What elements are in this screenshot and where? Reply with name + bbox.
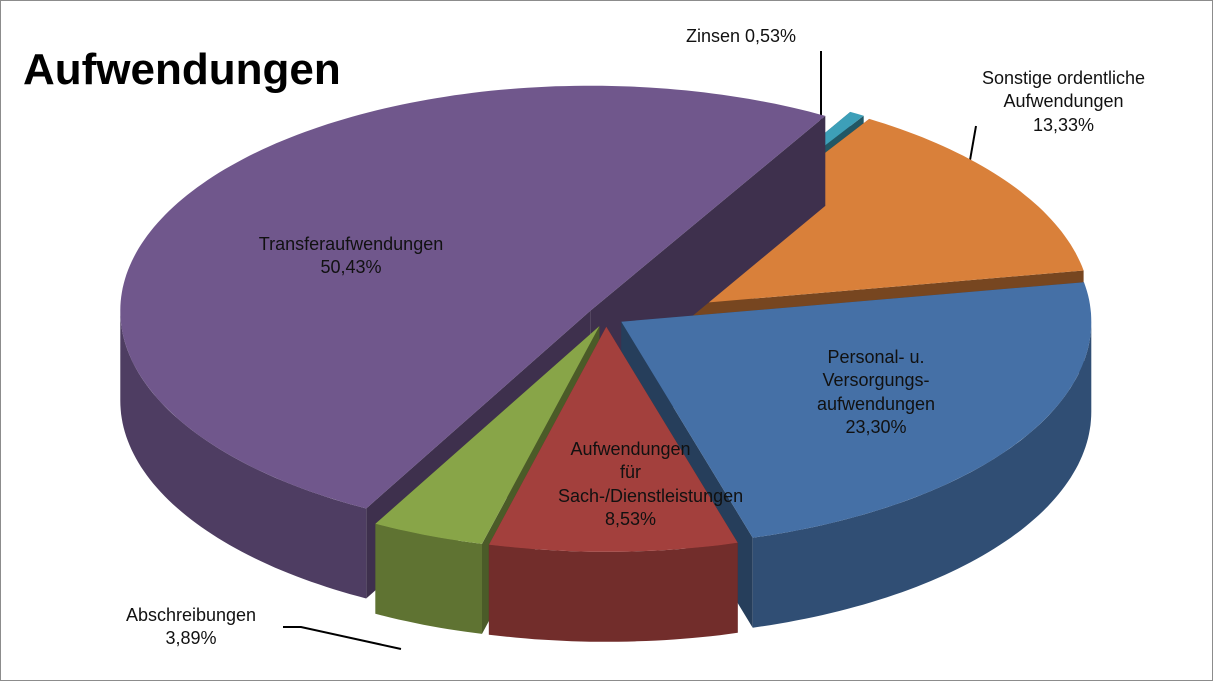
slice — [621, 282, 1092, 538]
category-label: Abschreibungen — [125, 605, 257, 625]
slice-wall — [375, 523, 482, 634]
data-label: Abschreibungen 3,89% — [96, 604, 286, 651]
data-label: Transferaufwendungen 50,43% — [231, 233, 471, 280]
data-label: Aufwendungen für Sach-/Dienstleistungen 8… — [558, 438, 744, 532]
category-label: Zinsen — [685, 26, 740, 46]
value-label: 8,53% — [604, 509, 657, 530]
value-label: 50,43% — [320, 257, 382, 278]
value-label: 3,89% — [165, 628, 217, 649]
data-label: Sonstige ordentliche Aufwendungen 13,33% — [961, 67, 1166, 137]
data-label: Personal- u. Versorgungs-aufwendungen 23,… — [801, 346, 951, 440]
chart-title: Aufwendungen — [23, 45, 341, 94]
value-label: 13,33% — [1032, 114, 1095, 135]
category-label: Transferaufwendungen — [258, 234, 444, 254]
value-label: 23,30% — [845, 417, 907, 438]
category-label: Aufwendungen für Sach-/Dienstleistungen — [558, 439, 744, 506]
slice — [375, 326, 600, 544]
slice — [488, 326, 738, 552]
slice-wall — [752, 321, 1092, 628]
category-label: Personal- u. Versorgungs-aufwendungen — [816, 347, 936, 414]
data-label: Zinsen 0,53% — [621, 25, 861, 48]
slice-wall — [120, 310, 367, 599]
leader-line — [283, 626, 402, 650]
slice — [120, 85, 826, 509]
category-label: Sonstige ordentliche Aufwendungen — [981, 68, 1146, 112]
slice-wall — [488, 542, 738, 642]
value-label: 0,53% — [745, 26, 797, 46]
